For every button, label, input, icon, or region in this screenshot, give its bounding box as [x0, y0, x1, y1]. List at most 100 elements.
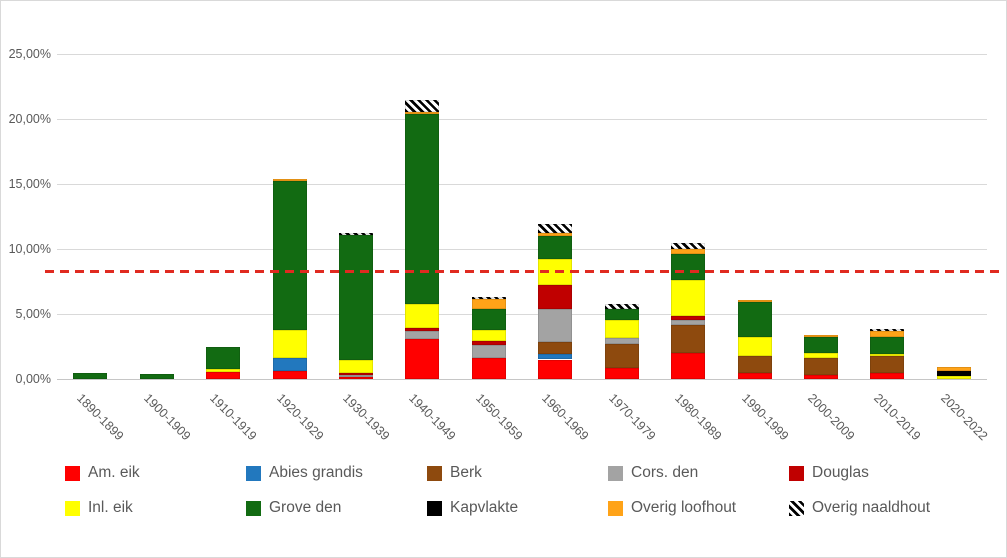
bar-segment-overig-loofhout — [737, 299, 772, 302]
bar-segment-cors-den — [671, 319, 706, 326]
x-axis-label: 1950-1959 — [472, 391, 526, 444]
legend-swatch-abies-grandis-icon — [246, 465, 261, 481]
gridline-0 — [57, 379, 987, 380]
bar-segment-douglas — [671, 315, 706, 320]
legend-item-grove-den: Grove den — [246, 497, 427, 519]
legend-item-am-eik: Am. eik — [65, 462, 246, 484]
bar-segment-inl-eik — [272, 329, 307, 359]
legend-label-am-eik: Am. eik — [88, 464, 140, 481]
legend-item-abies-grandis: Abies grandis — [246, 462, 427, 484]
legend-swatch-am-eik-icon — [65, 465, 80, 481]
gridline-5 — [57, 314, 987, 315]
x-axis-label: 1920-1929 — [273, 391, 326, 444]
bar-segment-inl-eik — [604, 319, 639, 339]
bar-segment-overig-naaldhout — [471, 297, 506, 300]
bar-segment-berk — [538, 341, 573, 355]
y-axis-tick: 25,00% — [8, 47, 51, 61]
legend-label-abies-grandis: Abies grandis — [269, 464, 363, 481]
legend-swatch-berk-icon — [427, 465, 442, 481]
legend-swatch-douglas-icon — [789, 465, 804, 481]
x-axis-label: 1970-1979 — [605, 391, 658, 444]
gridline-10 — [57, 249, 987, 250]
bar-segment-douglas — [538, 285, 573, 309]
bar-segment-grove-den — [538, 236, 573, 260]
bar-segment-am-eik — [604, 367, 639, 379]
bar-segment-douglas — [338, 373, 373, 376]
legend-label-grove-den: Grove den — [269, 499, 342, 516]
bar-segment-overig-naaldhout — [538, 223, 573, 234]
bar-segment-am-eik — [471, 358, 506, 379]
chart-legend: Am. eik Abies grandis Berk Cors. den Douglas… — [65, 462, 995, 519]
bar-segment-am-eik — [671, 353, 706, 379]
x-axis-label: 2000-2009 — [805, 391, 858, 444]
bar-segment-cors-den — [338, 375, 373, 378]
bar-segment-overig-naaldhout — [870, 329, 905, 331]
bar-segment-grove-den — [405, 113, 440, 304]
bar-segment-overig-loofhout — [870, 330, 905, 338]
bar-segment-inl-eik — [671, 279, 706, 316]
x-axis-label: 1940-1949 — [406, 391, 459, 444]
bar-segment-cors-den — [538, 308, 573, 342]
reference-line — [45, 270, 1003, 274]
y-axis-tick: 5,00% — [15, 307, 51, 321]
bar-segment-grove-den — [604, 308, 639, 320]
bar-segment-inl-eik — [405, 303, 440, 328]
y-axis-tick: 15,00% — [8, 177, 51, 191]
gridline-25 — [57, 54, 987, 55]
legend-swatch-inl-eik-icon — [65, 500, 80, 516]
legend-label-berk: Berk — [450, 464, 482, 481]
bar-segment-abies-grandis — [538, 354, 573, 360]
bar-segment-overig-loofhout — [272, 179, 307, 182]
legend-item-douglas: Douglas — [789, 462, 970, 484]
bar-segment-cors-den — [471, 345, 506, 359]
bar-segment-grove-den — [272, 181, 307, 330]
bar-segment-inl-eik — [338, 360, 373, 374]
x-axis-label: 1990-1999 — [738, 391, 791, 444]
bar-segment-am-eik — [803, 375, 838, 379]
bar-segment-douglas — [405, 327, 440, 331]
y-axis-tick: 20,00% — [8, 112, 51, 126]
bar-segment-am-eik — [538, 359, 573, 379]
bar-segment-douglas — [471, 341, 506, 346]
bar-segment-overig-loofhout — [936, 366, 971, 371]
bar-segment-berk — [671, 325, 706, 353]
bar-segment-inl-eik — [936, 376, 971, 379]
legend-item-overig-loofhout: Overig loofhout — [608, 497, 789, 519]
legend-swatch-grove-den-icon — [246, 500, 261, 516]
bar-segment-am-eik — [870, 373, 905, 379]
legend-item-inl-eik: Inl. eik — [65, 497, 246, 519]
x-axis-label: 2020-2022 — [937, 391, 991, 444]
bar-segment-kapvlakte — [936, 370, 971, 377]
bar-segment-abies-grandis — [272, 358, 307, 372]
bar-segment-am-eik — [405, 338, 440, 379]
bar-segment-grove-den — [206, 346, 241, 370]
bar-segment-overig-loofhout — [405, 111, 440, 114]
bar-segment-overig-loofhout — [471, 299, 506, 309]
bar-segment-grove-den — [671, 254, 706, 280]
bar-segment-inl-eik — [870, 354, 905, 356]
y-axis-tick: 10,00% — [8, 242, 51, 256]
bar-segment-berk — [737, 355, 772, 374]
legend-swatch-overig-naaldhout-icon — [789, 500, 804, 516]
bar-segment-inl-eik — [737, 337, 772, 356]
bar-segment-grove-den — [870, 337, 905, 355]
bar-segment-am-eik — [272, 371, 307, 379]
legend-label-overig-loofhout: Overig loofhout — [631, 499, 737, 516]
bar-segment-am-eik — [737, 373, 772, 379]
bar-segment-overig-naaldhout — [671, 243, 706, 249]
bar-segment-inl-eik — [803, 353, 838, 359]
bar-segment-overig-loofhout — [538, 233, 573, 236]
bar-segment-cors-den — [604, 338, 639, 344]
legend-item-cors-den: Cors. den — [608, 462, 789, 484]
legend-label-inl-eik: Inl. eik — [88, 499, 133, 516]
bar-segment-cors-den — [405, 330, 440, 339]
x-axis-label: 1980-1989 — [672, 391, 725, 444]
gridline-20 — [57, 119, 987, 120]
legend-item-berk: Berk — [427, 462, 608, 484]
bar-segment-berk — [803, 358, 838, 376]
legend-item-overig-naaldhout: Overig naaldhout — [789, 497, 970, 519]
bar-segment-grove-den — [338, 235, 373, 361]
bar-segment-am-eik — [338, 377, 373, 379]
bar-segment-grove-den — [737, 301, 772, 338]
